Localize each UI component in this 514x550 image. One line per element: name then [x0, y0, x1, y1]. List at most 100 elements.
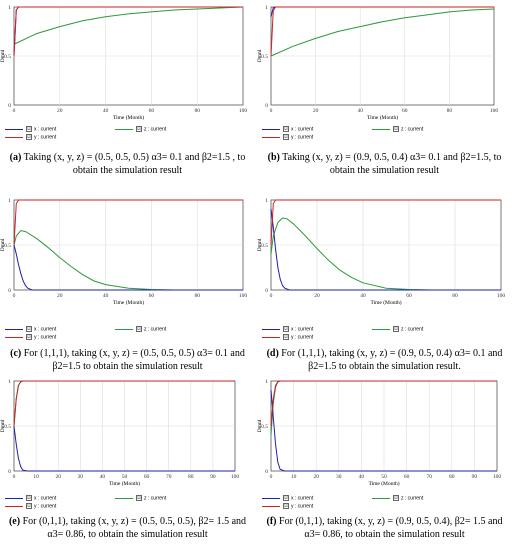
x-tick-label: 90	[210, 474, 216, 480]
legend-label: z : current	[144, 126, 167, 133]
x-tick-label: 90	[472, 474, 478, 480]
legend-checkbox[interactable]: ☑	[26, 326, 32, 332]
x-axis-title: Time (Month)	[113, 114, 144, 121]
y-tick-label: 0.5	[4, 424, 11, 430]
chart-panel-e: 0 10 20 30 40 50 60 70 80 90 100 0 0.5 1 Time (Month) D…	[0, 378, 257, 550]
y-axis-title: Dmnl	[0, 419, 6, 432]
legend-entry-x: ☑ x : current	[262, 126, 313, 132]
legend-swatch	[5, 328, 23, 330]
legend-label: z : current	[401, 326, 424, 333]
legend-label: y : current	[291, 334, 314, 341]
x-tick-label: 60	[404, 474, 410, 480]
legend-swatch	[262, 497, 280, 499]
caption-label: (b)	[267, 152, 280, 163]
x-tick-label: 20	[314, 293, 320, 299]
y-tick-label: 0	[265, 288, 268, 294]
legend-swatch	[262, 136, 280, 138]
x-tick-label: 40	[359, 474, 365, 480]
legend-checkbox[interactable]: ☑	[393, 126, 399, 132]
legend-swatch	[262, 128, 280, 130]
legend-swatch	[372, 128, 390, 130]
y-tick-label: 0	[8, 469, 11, 475]
legend-label: z : current	[144, 495, 167, 502]
series-line-x	[270, 389, 497, 472]
legend-checkbox[interactable]: ☑	[283, 503, 289, 509]
legend-checkbox[interactable]: ☑	[136, 495, 142, 501]
figure-caption-a: (a) Taking (x, y, z) = (0.5, 0.5, 0.5) α…	[2, 152, 253, 177]
x-tick-label: 80	[449, 474, 455, 480]
legend-checkbox[interactable]: ☑	[136, 126, 142, 132]
y-tick-label: 0.5	[261, 424, 268, 430]
legend-entry-y: ☑ y : current	[5, 334, 56, 340]
legend-checkbox[interactable]: ☑	[393, 326, 399, 332]
chart-svg-b: 0 20 40 60 80 100 0 0.5 1 Time (Month) Dmnl	[257, 5, 498, 121]
series-line-x	[270, 208, 501, 291]
x-tick-label: 100	[493, 474, 502, 480]
chart-svg-c: 0 20 40 60 80 100 0 0.5 1 Time (Month) Dmnl	[0, 198, 247, 306]
x-tick-label: 80	[194, 293, 200, 299]
caption-label: (f)	[266, 516, 277, 527]
legend-label: y : current	[34, 134, 57, 141]
x-tick-label: 0	[13, 293, 16, 299]
legend-label: x : current	[34, 326, 57, 333]
legend-checkbox[interactable]: ☑	[26, 495, 32, 501]
legend-label: y : current	[291, 134, 314, 141]
legend-label: x : current	[34, 495, 57, 502]
legend-checkbox[interactable]: ☑	[283, 326, 289, 332]
series-line-y	[13, 380, 235, 427]
caption-text: Taking (x, y, z) = (0.9, 0.5, 0.4) α3= 0…	[279, 152, 502, 176]
legend-label: z : current	[144, 326, 167, 333]
legend-checkbox[interactable]: ☑	[136, 326, 142, 332]
legend-checkbox[interactable]: ☑	[393, 495, 399, 501]
y-tick-label: 0.5	[4, 243, 11, 249]
legend-swatch	[5, 336, 23, 338]
y-axis-title: Dmnl	[257, 49, 263, 62]
caption-text: For (0,1,1), taking (x, y, z) = (0.5, 0.…	[20, 516, 247, 540]
y-tick-label: 1	[8, 198, 11, 204]
legend-swatch	[262, 336, 280, 338]
legend-label: z : current	[401, 495, 424, 502]
x-tick-label: 60	[406, 293, 412, 299]
legend-checkbox[interactable]: ☑	[26, 334, 32, 340]
figure-caption-e: (e) For (0,1,1), taking (x, y, z) = (0.5…	[2, 516, 253, 541]
x-tick-label: 0	[13, 474, 16, 480]
legend-entry-z: ☑ z : current	[115, 126, 166, 132]
x-tick-label: 80	[194, 108, 200, 114]
legend-checkbox[interactable]: ☑	[283, 334, 289, 340]
y-tick-label: 1	[265, 379, 268, 385]
legend-entry-x: ☑ x : current	[262, 495, 313, 501]
legend-label: y : current	[291, 503, 314, 510]
figure-caption-c: (c) For (1,1,1), taking (x, y, z) = (0.5…	[2, 348, 253, 373]
x-tick-label: 80	[188, 474, 194, 480]
legend-entry-x: ☑ x : current	[262, 326, 313, 332]
legend-label: x : current	[291, 326, 314, 333]
x-tick-label: 20	[57, 108, 63, 114]
chart-svg-e: 0 10 20 30 40 50 60 70 80 90 100 0 0.5 1 Time (Month) D…	[0, 379, 239, 487]
legend-checkbox[interactable]: ☑	[26, 503, 32, 509]
x-tick-label: 30	[336, 474, 342, 480]
caption-label: (d)	[266, 348, 279, 359]
legend-label: x : current	[291, 495, 314, 502]
legend-swatch	[5, 128, 23, 130]
legend-checkbox[interactable]: ☑	[26, 126, 32, 132]
y-axis-title: Dmnl	[257, 419, 263, 432]
legend-checkbox[interactable]: ☑	[283, 134, 289, 140]
legend-entry-x: ☑ x : current	[5, 326, 56, 332]
legend-checkbox[interactable]: ☑	[283, 126, 289, 132]
y-tick-label: 0	[8, 288, 11, 294]
legend-checkbox[interactable]: ☑	[26, 134, 32, 140]
legend-swatch	[115, 497, 133, 499]
y-axis-title: Dmnl	[0, 238, 6, 251]
series-line-y	[270, 380, 497, 427]
x-tick-label: 80	[447, 108, 453, 114]
x-tick-label: 100	[497, 293, 506, 299]
caption-label: (a)	[9, 152, 22, 163]
y-tick-label: 1	[265, 5, 268, 11]
x-tick-label: 30	[78, 474, 84, 480]
x-tick-label: 0	[13, 108, 16, 114]
legend-entry-y: ☑ y : current	[5, 503, 56, 509]
x-tick-label: 50	[122, 474, 128, 480]
legend-checkbox[interactable]: ☑	[283, 495, 289, 501]
figure-caption-d: (d) For (1,1,1), taking (x, y, z) = (0.9…	[259, 348, 510, 373]
chart-panel-c: 0 20 40 60 80 100 0 0.5 1 Time (Month) Dmnl ☑ x : cu…	[0, 190, 257, 373]
